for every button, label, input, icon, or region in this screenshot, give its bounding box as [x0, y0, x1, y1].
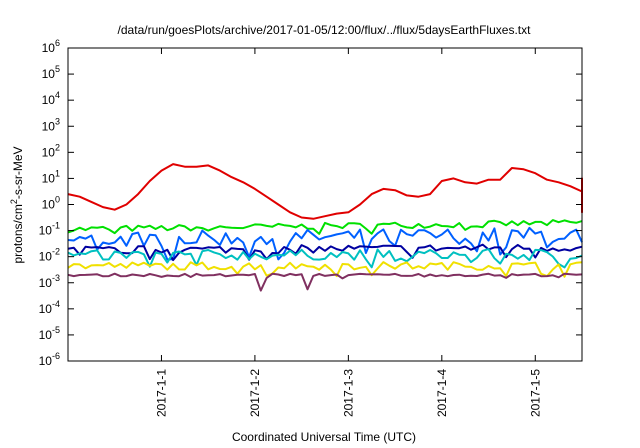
x-tick-label: 2017-1-5 — [528, 369, 542, 417]
y-tick-label: 10-4 — [39, 299, 60, 316]
y-tick-label: 10-6 — [39, 351, 60, 368]
y-tick-label: 105 — [42, 64, 60, 81]
plot-area — [67, 47, 583, 362]
series-line-2 — [67, 219, 583, 235]
y-axis-label: protons/cm2-s-sr-MeV — [9, 146, 25, 263]
y-tick-label: 104 — [42, 90, 60, 107]
series-line-3 — [67, 226, 583, 261]
y-tick-label: 101 — [42, 168, 60, 185]
series-line-7 — [67, 272, 583, 292]
x-axis-label: Coordinated Universal Time (UTC) — [232, 430, 416, 444]
series-line-5 — [67, 248, 583, 269]
y-axis-label-rest: -s-sr-MeV — [11, 146, 25, 199]
y-tick-label: 100 — [42, 195, 60, 212]
series-line-1 — [67, 163, 583, 220]
series-line-6 — [67, 261, 583, 278]
y-tick-label: 103 — [42, 116, 60, 133]
y-tick-label: 10-1 — [39, 221, 60, 238]
y-axis-label-base: protons/cm — [11, 204, 25, 263]
y-tick-label: 102 — [42, 142, 60, 159]
y-tick-label: 10-5 — [39, 325, 60, 342]
x-axis: 2017-1-1 2017-1-2 2017-1-3 2017-1-4 2017-1-5 — [154, 48, 542, 417]
series-layer — [67, 163, 583, 292]
y-tick-label: 10-3 — [39, 273, 60, 290]
y-tick-label: 106 — [42, 38, 60, 55]
x-tick-label: 2017-1-4 — [435, 369, 449, 417]
chart-title: /data/run/goesPlots/archive/2017-01-05/1… — [118, 23, 532, 37]
x-tick-label: 2017-1-3 — [341, 369, 355, 417]
y-axis-label-sup: 2 — [9, 199, 19, 204]
series-line-4 — [67, 243, 583, 262]
plot-frame — [67, 47, 583, 362]
x-tick-label: 2017-1-1 — [154, 369, 168, 417]
y-axis: 106 105 104 103 102 101 100 10-1 10-2 10-3 10-4 10-… — [39, 38, 582, 368]
y-tick-label: 10-2 — [39, 247, 60, 264]
x-tick-label: 2017-1-2 — [248, 369, 262, 417]
